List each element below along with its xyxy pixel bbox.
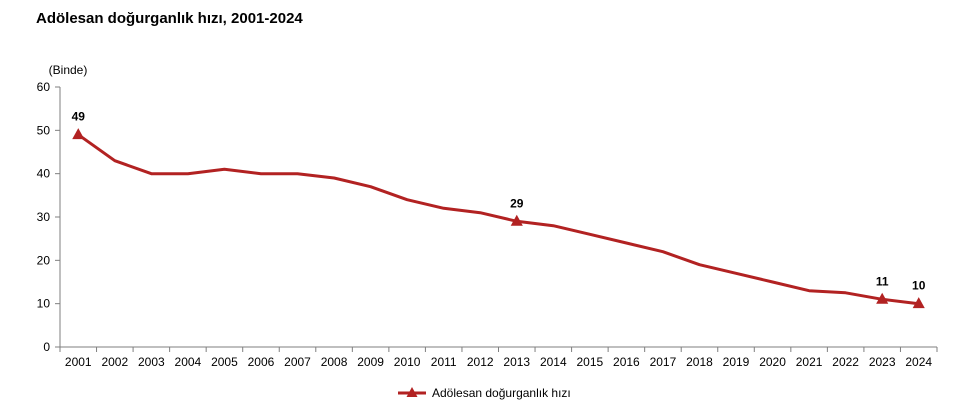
y-axis-label: (Binde) — [49, 63, 88, 77]
data-label: 11 — [876, 274, 889, 288]
y-tick-label: 10 — [37, 297, 51, 311]
x-tick-label: 2009 — [357, 355, 384, 369]
x-tick-label: 2011 — [431, 355, 457, 369]
data-label: 10 — [912, 279, 926, 293]
data-point-marker — [72, 128, 85, 140]
x-tick-label: 2005 — [211, 355, 238, 369]
x-tick-label: 2019 — [723, 355, 750, 369]
x-tick-label: 2004 — [175, 355, 202, 369]
y-tick-label: 60 — [37, 80, 51, 94]
y-tick-label: 40 — [37, 167, 51, 181]
x-tick-label: 2003 — [138, 355, 165, 369]
x-tick-label: 2002 — [101, 355, 128, 369]
legend-marker — [406, 387, 418, 397]
x-tick-label: 2023 — [869, 355, 896, 369]
x-tick-label: 2012 — [467, 355, 494, 369]
x-tick-label: 2006 — [248, 355, 275, 369]
data-point-marker — [510, 214, 523, 226]
x-tick-label: 2018 — [686, 355, 713, 369]
x-tick-label: 2014 — [540, 355, 567, 369]
x-tick-label: 2007 — [284, 355, 311, 369]
data-point-marker — [876, 292, 889, 304]
y-tick-label: 50 — [37, 123, 51, 137]
chart-marks: 49 29 11 10 — [72, 110, 926, 309]
chart-legend: Adölesan doğurganlık hızı — [398, 386, 571, 400]
chart-title: Adölesan doğurganlık hızı, 2001-2024 — [36, 10, 303, 27]
x-tick-label: 2015 — [577, 355, 604, 369]
y-tick-label: 0 — [43, 340, 50, 354]
x-tick-label: 2017 — [650, 355, 677, 369]
y-tick-label: 20 — [37, 253, 51, 267]
chart-axes: 0 10 20 30 40 50 60 (Binde) 2001 2002 2003 2004 2005… — [37, 63, 938, 369]
y-tick-label: 30 — [37, 210, 51, 224]
x-tick-label: 2013 — [503, 355, 530, 369]
x-tick-label: 2016 — [613, 355, 640, 369]
legend-label: Adölesan doğurganlık hızı — [432, 386, 571, 400]
data-label: 29 — [510, 196, 524, 210]
data-label: 49 — [72, 110, 86, 124]
data-point-marker — [912, 297, 925, 309]
x-tick-label: 2021 — [796, 355, 823, 369]
x-tick-label: 2022 — [832, 355, 859, 369]
x-tick-label: 2001 — [65, 355, 92, 369]
x-tick-label: 2024 — [905, 355, 932, 369]
x-tick-label: 2008 — [321, 355, 348, 369]
x-tick-label: 2010 — [394, 355, 421, 369]
x-tick-label: 2020 — [759, 355, 786, 369]
series-line — [76, 133, 921, 306]
